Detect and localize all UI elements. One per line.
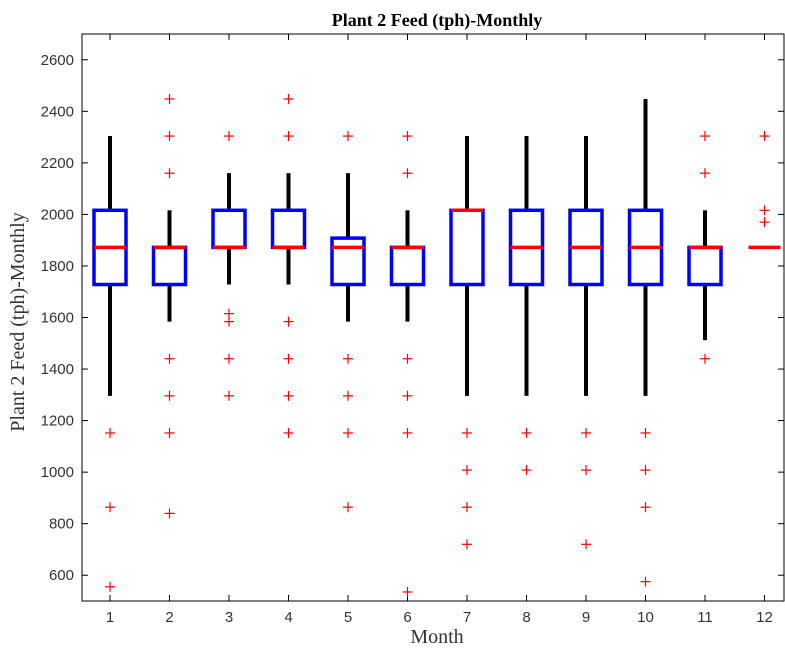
outlier-marker: [343, 427, 353, 438]
iqr-box: [211, 208, 247, 250]
iqr-box: [449, 208, 485, 287]
y-tick-label: 800: [49, 516, 74, 533]
outlier-marker: [283, 316, 294, 327]
x-tick-label: 12: [756, 609, 773, 626]
outlier-marker: [343, 131, 353, 142]
outlier-marker: [521, 465, 532, 476]
outlier-marker: [164, 93, 175, 104]
iqr-box: [687, 245, 723, 287]
outlier-marker: [402, 390, 413, 401]
outlier-marker: [640, 465, 651, 476]
iqr-box: [270, 208, 307, 250]
iqr-box: [389, 245, 426, 287]
outlier-marker: [164, 131, 175, 142]
x-tick-label: 9: [582, 609, 590, 626]
x-tick-label: 7: [463, 609, 471, 626]
outlier-marker: [164, 168, 175, 179]
outlier-marker: [343, 390, 353, 401]
outlier-marker: [700, 131, 710, 142]
chart-title: Plant 2 Feed (tph)-Monthly: [332, 10, 543, 31]
y-tick-label: 2200: [41, 155, 74, 172]
outlier-marker: [759, 205, 770, 216]
plot-frame: [81, 33, 785, 602]
outlier-marker: [521, 427, 532, 438]
outlier-marker: [700, 168, 710, 179]
outlier-marker: [759, 217, 770, 228]
y-tick-label: 1000: [41, 464, 74, 481]
x-tick-label: 11: [697, 609, 713, 626]
y-tick-label: 2600: [41, 52, 74, 69]
outlier-marker: [640, 576, 651, 587]
y-tick-label: 1800: [41, 258, 74, 275]
outlier-marker: [581, 465, 591, 476]
plot-area: 6008001000120014001600180020002200240026…: [41, 33, 785, 626]
outlier-marker: [402, 427, 413, 438]
outlier-marker: [462, 539, 472, 550]
outlier-marker: [224, 353, 234, 364]
y-tick-label: 1200: [41, 413, 74, 430]
outlier-marker: [283, 427, 294, 438]
outlier-marker: [759, 131, 770, 142]
outlier-marker: [343, 353, 353, 364]
outlier-marker: [640, 427, 651, 438]
y-tick-label: 1600: [41, 310, 74, 327]
outlier-marker: [164, 508, 175, 519]
iqr-box: [151, 245, 188, 287]
outlier-marker: [581, 539, 591, 550]
outlier-marker: [164, 390, 175, 401]
y-tick-label: 600: [49, 567, 74, 584]
outlier-marker: [283, 353, 294, 364]
x-tick-label: 10: [637, 609, 654, 626]
y-tick-label: 2000: [41, 206, 74, 223]
outlier-marker: [581, 427, 591, 438]
outlier-marker: [700, 353, 710, 364]
y-axis-label: Plant 2 Feed (tph)-Monthly: [7, 212, 29, 431]
outlier-marker: [640, 502, 651, 513]
outlier-marker: [164, 353, 175, 364]
outlier-marker: [224, 131, 234, 142]
x-tick-label: 5: [344, 609, 352, 626]
outlier-marker: [283, 93, 294, 104]
outlier-marker: [462, 427, 472, 438]
outlier-marker: [105, 427, 115, 438]
outlier-marker: [105, 502, 115, 513]
outlier-marker: [164, 427, 175, 438]
outlier-marker: [224, 390, 234, 401]
outlier-marker: [283, 131, 294, 142]
outlier-marker: [343, 502, 353, 513]
x-tick-label: 6: [403, 609, 411, 626]
outlier-marker: [402, 353, 413, 364]
outlier-marker: [224, 316, 234, 327]
y-tick-label: 1400: [41, 361, 74, 378]
outlier-marker: [283, 390, 294, 401]
outlier-marker: [402, 131, 413, 142]
x-tick-label: 2: [165, 609, 173, 626]
outlier-marker: [105, 581, 115, 592]
outlier-marker: [462, 465, 472, 476]
x-tick-label: 8: [522, 609, 530, 626]
y-tick-label: 2400: [41, 103, 74, 120]
outlier-marker: [402, 586, 413, 597]
x-axis-label: Month: [410, 626, 463, 648]
x-tick-label: 3: [225, 609, 233, 626]
outlier-marker: [402, 168, 413, 179]
x-tick-label: 4: [284, 609, 292, 626]
outlier-marker: [462, 502, 472, 513]
x-tick-label: 1: [106, 609, 114, 626]
iqr-box: [330, 236, 366, 287]
